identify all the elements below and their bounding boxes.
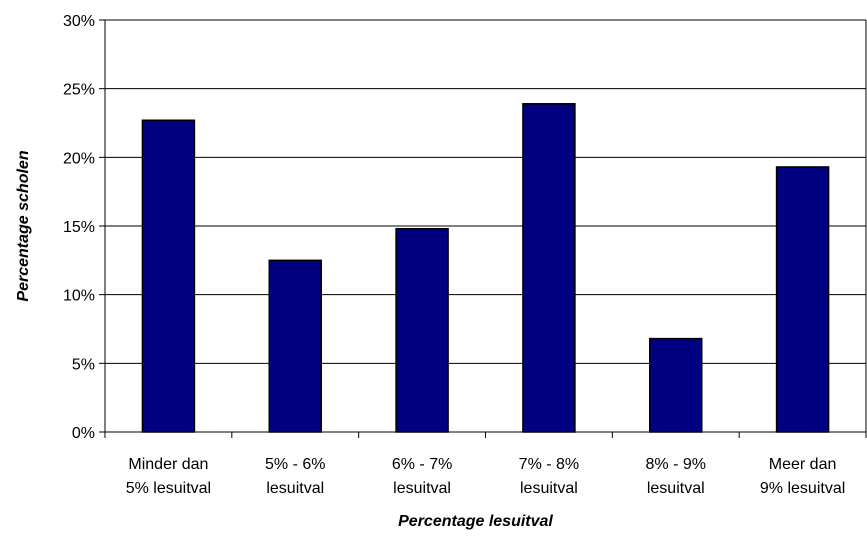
x-category-label: 6% - 7% lesuitval [392, 456, 452, 497]
y-tick-label: 0% [72, 425, 95, 442]
x-axis-title: Percentage lesuitval [398, 513, 553, 530]
y-axis-title: Percentage scholen [15, 150, 32, 301]
x-category-labels: Minder dan 5% lesuitval 5% - 6% lesuitval 6%… [126, 456, 846, 497]
bar [141, 119, 196, 433]
y-tick-label: 5% [72, 356, 95, 373]
bar [775, 166, 830, 433]
x-category-label: 8% - 9% lesuitval [646, 456, 706, 497]
x-category-label: 5% - 6% lesuitval [265, 456, 325, 497]
gridlines [105, 19, 866, 364]
bar [395, 227, 449, 433]
x-category-label: Minder dan 5% lesuitval [126, 456, 211, 497]
y-tick-label: 30% [63, 13, 95, 30]
y-tick-label: 10% [63, 288, 95, 305]
x-category-label: 7% - 8% lesuitval [519, 456, 579, 497]
axes [99, 19, 867, 438]
bars [141, 103, 830, 433]
y-tick-label: 20% [63, 150, 95, 167]
bar [268, 259, 322, 433]
y-tick-label: 15% [63, 219, 95, 236]
x-category-label: Meer dan 9% lesuitval [760, 456, 845, 497]
bar [522, 103, 576, 433]
bar [649, 337, 703, 433]
y-tick-labels: 0% 5% 10% 15% 20% 25% 30% [63, 13, 95, 442]
y-tick-label: 25% [63, 82, 95, 99]
